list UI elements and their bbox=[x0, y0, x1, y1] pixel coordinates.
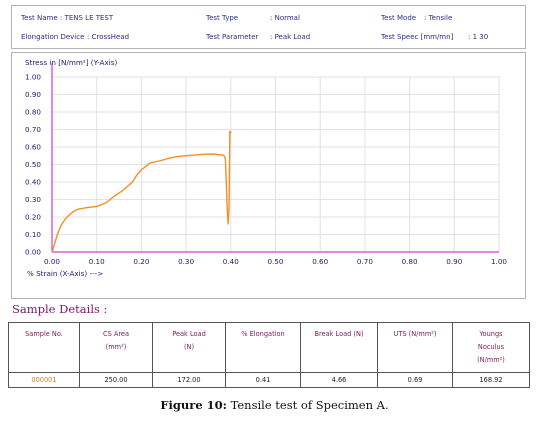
table-header-row: Sample No. CS Area (mm²) Peak Load (N)% El… bbox=[8, 322, 530, 373]
test-type-value: : Normal bbox=[270, 14, 300, 22]
x-tick-label: 0.70 bbox=[357, 257, 373, 266]
sample-details-title: Sample Details : bbox=[12, 302, 108, 316]
table-cell: 250.00 bbox=[79, 372, 153, 388]
y-tick-label: 0.90 bbox=[25, 90, 41, 99]
y-tick-label: 0.00 bbox=[25, 248, 41, 257]
column-header: Sample No. bbox=[8, 322, 80, 373]
table-cell: 0.41 bbox=[225, 372, 301, 388]
y-tick-label: 0.10 bbox=[25, 230, 41, 239]
x-tick-label: 0.90 bbox=[446, 257, 462, 266]
x-tick-label: 0.20 bbox=[133, 257, 149, 266]
column-header: Peak Load (N) bbox=[152, 322, 226, 373]
table-cell: 172.00 bbox=[152, 372, 226, 388]
caption-text: Tensile test of Specimen A. bbox=[226, 398, 389, 412]
test-name-value: : TENS LE TEST bbox=[60, 14, 114, 22]
x-tick-label: 1.00 bbox=[491, 257, 507, 266]
test-type-label: Test Type bbox=[206, 14, 239, 22]
test-parameter-label: Test Parameter bbox=[206, 33, 259, 41]
y-tick-label: 0.20 bbox=[25, 213, 41, 222]
x-tick-label: 0.60 bbox=[312, 257, 328, 266]
y-tick-label: 0.40 bbox=[25, 178, 41, 187]
stress-strain-line bbox=[51, 130, 232, 253]
y-tick-label: 1.00 bbox=[25, 73, 41, 82]
x-tick-label: 0.50 bbox=[267, 257, 283, 266]
test-speed-label: Test Speec [mm/mn] bbox=[381, 33, 454, 41]
y-tick-label: 0.50 bbox=[25, 160, 41, 169]
stress-strain-chart: 0.00 0.10 0.20 0.30 0.40 0.50 0.60 0.70 0.80 0.90… bbox=[25, 58, 507, 278]
stress-strain-chart-panel: 0.00 0.10 0.20 0.30 0.40 0.50 0.60 0.70 0.80 0.90… bbox=[11, 52, 526, 299]
column-header: UTS (N/mm²) bbox=[377, 322, 453, 373]
elongation-device-label: Elongation Device bbox=[21, 33, 85, 41]
column-header: Youngs Noculus (N/mm²) bbox=[452, 322, 530, 373]
x-tick-label: 0.10 bbox=[89, 257, 105, 266]
column-header: % Elongation bbox=[225, 322, 301, 373]
y-tick-label: 0.80 bbox=[25, 108, 41, 117]
figure-caption: Figure 10: Tensile test of Specimen A. bbox=[0, 398, 549, 412]
y-tick-label: 0.30 bbox=[25, 195, 41, 204]
test-mode-value: : Tensile bbox=[424, 14, 453, 22]
table-cell: 0.69 bbox=[377, 372, 453, 388]
x-tick-label: 0.00 bbox=[44, 257, 60, 266]
table-cell: 4.66 bbox=[300, 372, 378, 388]
table-cell: 168.92 bbox=[452, 372, 530, 388]
x-axis-label: % Strain (X-Axis) ---> bbox=[27, 269, 103, 278]
table-row: 000001 250.00 172.00 0.41 4.66 0.69 168.92 bbox=[8, 372, 530, 388]
elongation-device-value: : CrossHead bbox=[87, 33, 130, 41]
test-info-panel: Test Name : TENS LE TEST Test Type : Nor… bbox=[11, 5, 526, 49]
sample-details-table: Sample No. CS Area (mm²) Peak Load (N)% El… bbox=[8, 322, 530, 388]
x-tick-label: 0.80 bbox=[402, 257, 418, 266]
x-tick-label: 0.30 bbox=[178, 257, 194, 266]
x-tick-label: 0.40 bbox=[223, 257, 239, 266]
table-cell: 000001 bbox=[8, 372, 80, 388]
y-tick-label: 0.60 bbox=[25, 143, 41, 152]
test-mode-label: Test Mode bbox=[381, 14, 417, 22]
test-name-label: Test Name bbox=[21, 14, 58, 22]
test-parameter-value: : Peak Load bbox=[270, 33, 311, 41]
column-header: CS Area (mm²) bbox=[79, 322, 153, 373]
column-header: Break Load (N) bbox=[300, 322, 378, 373]
caption-label: Figure 10: bbox=[160, 398, 227, 412]
test-speed-value: : 1 30 bbox=[468, 33, 489, 41]
y-tick-label: 0.70 bbox=[25, 125, 41, 134]
y-axis-label: Stress in [N/mm²] (Y-Axis) bbox=[25, 58, 117, 67]
